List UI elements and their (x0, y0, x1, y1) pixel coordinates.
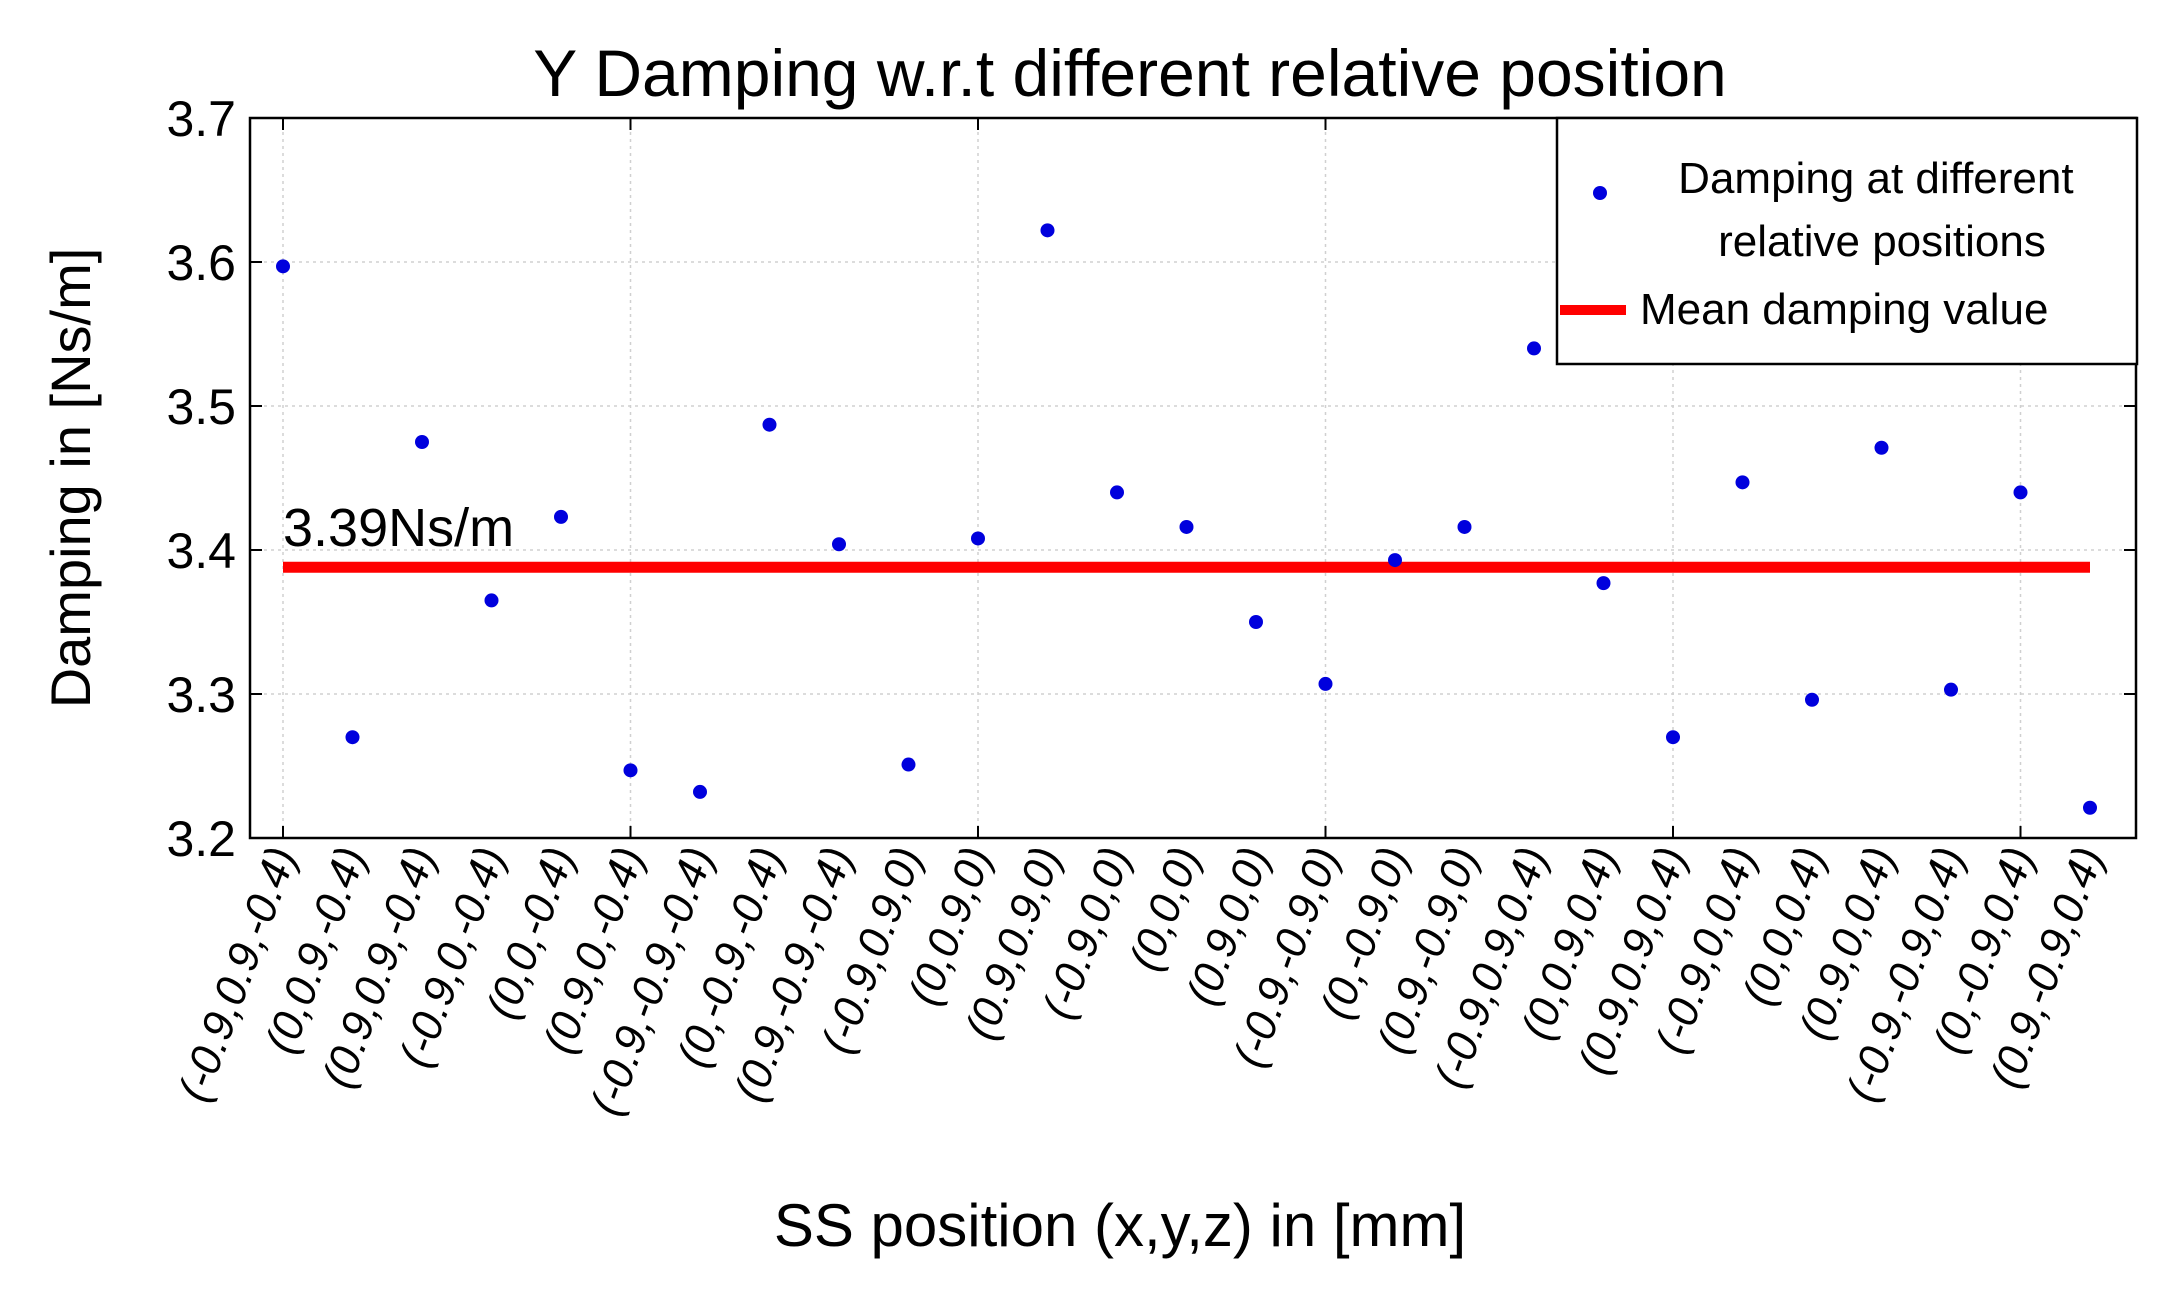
plot-frame (248, 116, 2138, 840)
data-point (276, 259, 290, 274)
data-point (2083, 800, 2097, 815)
legend-entry-points: Damping at different relative positions (1678, 154, 2086, 266)
legend-entry-points-line1: Damping at different (1678, 154, 2073, 203)
y-tick-label: 3.3 (166, 667, 236, 723)
data-point (1596, 576, 1611, 591)
data-point (1735, 475, 1750, 490)
data-point (971, 531, 985, 546)
data-point (1805, 692, 1819, 707)
chart-title: Y Damping w.r.t different relative posit… (533, 36, 1727, 110)
data-point (1249, 615, 1263, 629)
y-tick-label: 3.7 (166, 91, 236, 147)
data-point (345, 730, 360, 745)
data-point (1318, 676, 1333, 691)
data-point (1040, 223, 1055, 238)
data-point (832, 537, 846, 552)
data-point (415, 435, 429, 449)
legend-point-marker (1593, 186, 1607, 200)
y-tick-label: 3.6 (166, 235, 236, 291)
y-axis-ticks: 3.2 3.3 3.4 3.5 3.6 3.7 (166, 91, 2136, 867)
data-point (1527, 341, 1541, 356)
data-point (1944, 682, 1958, 697)
data-point (554, 509, 568, 524)
annotation-layer: 3.39Ns/m (283, 498, 514, 558)
legend: Damping at different relative positions … (1555, 116, 2139, 366)
y-tick-label: 3.5 (166, 379, 236, 435)
mean-value-annotation: 3.39Ns/m (283, 498, 514, 558)
legend-box (1555, 116, 2139, 366)
legend-entry-mean: Mean damping value (1640, 285, 2048, 334)
data-points-layer (276, 223, 2097, 815)
data-point (693, 784, 707, 799)
data-point (1179, 519, 1194, 534)
x-axis-label: SS position (x,y,z) in [mm] (774, 1192, 1466, 1259)
data-point (1388, 553, 1402, 568)
data-point (623, 763, 638, 778)
y-tick-label: 3.4 (166, 523, 236, 579)
y-axis-label: Damping in [Ns/m] (39, 248, 102, 709)
data-point (762, 417, 777, 432)
data-point (1110, 485, 1124, 500)
data-point (1457, 519, 1472, 534)
legend-entry-points-line2: relative positions (1718, 217, 2046, 266)
y-tick-label: 3.2 (166, 811, 236, 867)
data-point (1874, 440, 1889, 455)
data-point (484, 593, 499, 608)
data-point (2013, 485, 2028, 500)
data-point (1666, 730, 1680, 745)
data-point (901, 757, 916, 772)
